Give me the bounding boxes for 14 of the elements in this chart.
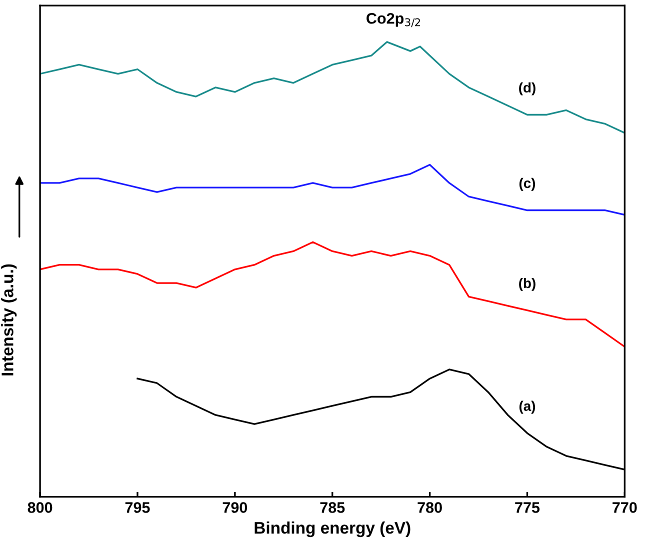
x-tick-label: 795 bbox=[125, 502, 150, 513]
x-tick-label: 800 bbox=[28, 502, 52, 513]
y-axis-title: Intensity (a.u.) bbox=[1, 264, 17, 376]
series-label: (b) bbox=[519, 278, 536, 291]
series-label: (d) bbox=[519, 82, 536, 96]
x-tick-label: 785 bbox=[320, 502, 345, 513]
x-tick-label: 775 bbox=[515, 502, 540, 513]
x-tick-label: 780 bbox=[418, 502, 442, 513]
series-label: (a) bbox=[519, 400, 536, 414]
series-label: (c) bbox=[519, 178, 536, 191]
x-tick-label: 790 bbox=[222, 502, 248, 513]
x-axis-title: Binding energy (eV) bbox=[254, 522, 410, 538]
x-tick-label: 770 bbox=[612, 502, 637, 513]
text: Co2p$_{3/2}$ bbox=[366, 12, 420, 28]
